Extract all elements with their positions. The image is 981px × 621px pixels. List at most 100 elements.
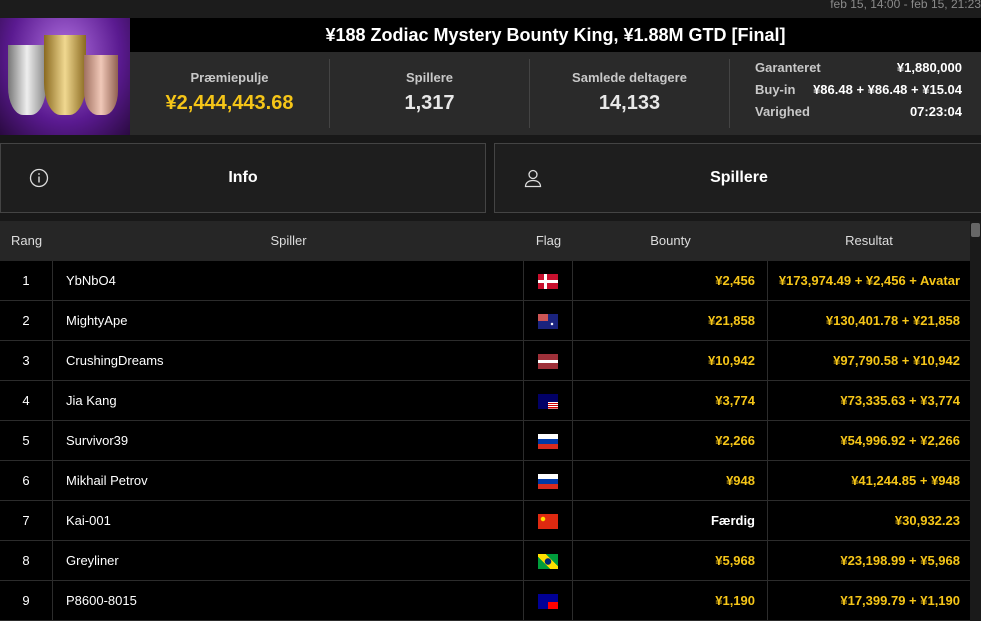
stat-label: Samlede deltagere bbox=[572, 70, 687, 85]
flag-cell bbox=[524, 341, 573, 381]
flag-cell bbox=[524, 541, 573, 581]
flag-cell bbox=[524, 501, 573, 541]
table-row[interactable]: 6 Mikhail Petrov ¥948 ¥41,244.85 + ¥948 bbox=[0, 461, 970, 501]
result: ¥30,932.23 bbox=[894, 513, 960, 528]
rank: 1 bbox=[0, 261, 53, 301]
info-icon bbox=[29, 168, 49, 188]
result: ¥73,335.63 + ¥3,774 bbox=[840, 393, 960, 408]
result: ¥41,244.85 + ¥948 bbox=[851, 473, 960, 488]
flag-china-icon bbox=[538, 514, 558, 530]
table-row[interactable]: 2 MightyApe ¥21,858 ¥130,401.78 + ¥21,85… bbox=[0, 301, 970, 341]
result: ¥54,996.92 + ¥2,266 bbox=[840, 433, 960, 448]
stat-total-entries: Samlede deltagere 14,133 bbox=[530, 59, 730, 128]
flag-cell bbox=[524, 301, 573, 341]
table-row[interactable]: 7 Kai-001 Færdig ¥30,932.23 bbox=[0, 501, 970, 541]
flag-malaysia-icon bbox=[538, 394, 558, 410]
player-name: Survivor39 bbox=[53, 421, 524, 461]
results-table: 1 YbNbO4 ¥2,456 ¥173,974.49 + ¥2,456 + A… bbox=[0, 261, 970, 621]
bounty: ¥3,774 bbox=[573, 381, 768, 421]
detail-value: 07:23:04 bbox=[909, 103, 962, 119]
bounty: ¥1,190 bbox=[573, 581, 768, 621]
user-icon bbox=[524, 169, 542, 188]
date-range: feb 15, 14:00 - feb 15, 21:23 bbox=[830, 0, 981, 11]
col-result[interactable]: Resultat bbox=[845, 233, 893, 248]
table-row[interactable]: 5 Survivor39 ¥2,266 ¥54,996.92 + ¥2,266 bbox=[0, 421, 970, 461]
detail-value: ¥86.48 + ¥86.48 + ¥15.04 bbox=[813, 81, 962, 97]
tab-label: Spillere bbox=[710, 169, 768, 186]
result: ¥17,399.79 + ¥1,190 bbox=[840, 593, 960, 608]
detail-guaranteed: Garanteret ¥1,880,000 bbox=[755, 56, 962, 78]
flag-cell bbox=[524, 581, 573, 621]
tournament-title: ¥188 Zodiac Mystery Bounty King, ¥1.88M … bbox=[130, 18, 981, 52]
flag-cell bbox=[524, 261, 573, 301]
bounty: Færdig bbox=[573, 501, 768, 541]
col-flag[interactable]: Flag bbox=[535, 233, 562, 248]
bounty: ¥2,456 bbox=[573, 261, 768, 301]
table-row[interactable]: 4 Jia Kang ¥3,774 ¥73,335.63 + ¥3,774 bbox=[0, 381, 970, 421]
table-row[interactable]: 3 CrushingDreams ¥10,942 ¥97,790.58 + ¥1… bbox=[0, 341, 970, 381]
detail-label: Varighed bbox=[755, 103, 810, 119]
bounty: ¥10,942 bbox=[573, 341, 768, 381]
scrollbar-thumb[interactable] bbox=[971, 223, 980, 237]
stats-bar: Præmiepulje ¥2,444,443.68 Spillere 1,317 S… bbox=[130, 52, 981, 135]
flag-brazil-icon bbox=[538, 554, 558, 570]
bounty: ¥948 bbox=[573, 461, 768, 501]
result: ¥23,198.99 + ¥5,968 bbox=[840, 553, 960, 568]
player-name: Kai-001 bbox=[53, 501, 524, 541]
tournament-details: Garanteret ¥1,880,000 Buy-in ¥86.48 + ¥86.… bbox=[730, 52, 981, 135]
flag-cell bbox=[524, 421, 573, 461]
flag-cell bbox=[524, 381, 573, 421]
table-row[interactable]: 9 P8600-8015 ¥1,190 ¥17,399.79 + ¥1,190 bbox=[0, 581, 970, 621]
col-bounty[interactable]: Bounty bbox=[650, 233, 691, 248]
player-name: P8600-8015 bbox=[53, 581, 524, 621]
stat-value: 14,133 bbox=[598, 92, 661, 114]
tab-info[interactable]: Info bbox=[0, 143, 486, 213]
stat-label: Præmiepulje bbox=[190, 70, 269, 85]
rank: 8 bbox=[0, 541, 53, 581]
flag-russia-icon bbox=[538, 434, 558, 450]
player-name: Mikhail Petrov bbox=[53, 461, 524, 501]
scrollbar[interactable] bbox=[970, 221, 981, 620]
player-name: YbNbO4 bbox=[53, 261, 524, 301]
detail-label: Buy-in bbox=[755, 81, 796, 97]
detail-value: ¥1,880,000 bbox=[896, 59, 962, 75]
flag-taiwan-icon bbox=[538, 594, 558, 610]
col-player[interactable]: Spiller bbox=[270, 233, 307, 248]
player-name: CrushingDreams bbox=[53, 341, 524, 381]
flag-russia-icon bbox=[538, 474, 558, 490]
player-name: Jia Kang bbox=[53, 381, 524, 421]
table-row[interactable]: 1 YbNbO4 ¥2,456 ¥173,974.49 + ¥2,456 + A… bbox=[0, 261, 970, 301]
rank: 2 bbox=[0, 301, 53, 341]
rank: 5 bbox=[0, 421, 53, 461]
rank: 9 bbox=[0, 581, 53, 621]
player-name: Greyliner bbox=[53, 541, 524, 581]
result: ¥173,974.49 + ¥2,456 + Avatar bbox=[778, 273, 960, 288]
stat-players: Spillere 1,317 bbox=[330, 59, 530, 128]
tab-players[interactable]: Spillere bbox=[494, 143, 981, 213]
rank: 3 bbox=[0, 341, 53, 381]
stat-prize-pool: Præmiepulje ¥2,444,443.68 bbox=[130, 59, 330, 128]
bounty: ¥21,858 bbox=[573, 301, 768, 341]
bounty: ¥5,968 bbox=[573, 541, 768, 581]
flag-australia-icon bbox=[538, 314, 558, 330]
detail-buyin: Buy-in ¥86.48 + ¥86.48 + ¥15.04 bbox=[755, 78, 962, 100]
detail-duration: Varighed 07:23:04 bbox=[755, 100, 962, 122]
rank: 7 bbox=[0, 501, 53, 541]
result: ¥97,790.58 + ¥10,942 bbox=[833, 353, 960, 368]
col-rank[interactable]: Rang bbox=[11, 233, 43, 248]
flag-cell bbox=[524, 461, 573, 501]
table-row[interactable]: 8 Greyliner ¥5,968 ¥23,198.99 + ¥5,968 bbox=[0, 541, 970, 581]
tab-label: Info bbox=[228, 169, 258, 186]
rank: 4 bbox=[0, 381, 53, 421]
flag-denmark-icon bbox=[538, 274, 558, 290]
bounty: ¥2,266 bbox=[573, 421, 768, 461]
result: ¥130,401.78 + ¥21,858 bbox=[825, 313, 960, 328]
flag-latvia-icon bbox=[538, 354, 558, 370]
stat-value: ¥2,444,443.68 bbox=[165, 92, 294, 114]
tournament-image-trophies bbox=[0, 18, 130, 135]
player-name: MightyApe bbox=[53, 301, 524, 341]
rank: 6 bbox=[0, 461, 53, 501]
top-bar: feb 15, 14:00 - feb 15, 21:23 bbox=[0, 0, 981, 18]
detail-label: Garanteret bbox=[755, 59, 821, 75]
table-header: Rang Spiller Flag Bounty Resultat bbox=[0, 221, 970, 261]
